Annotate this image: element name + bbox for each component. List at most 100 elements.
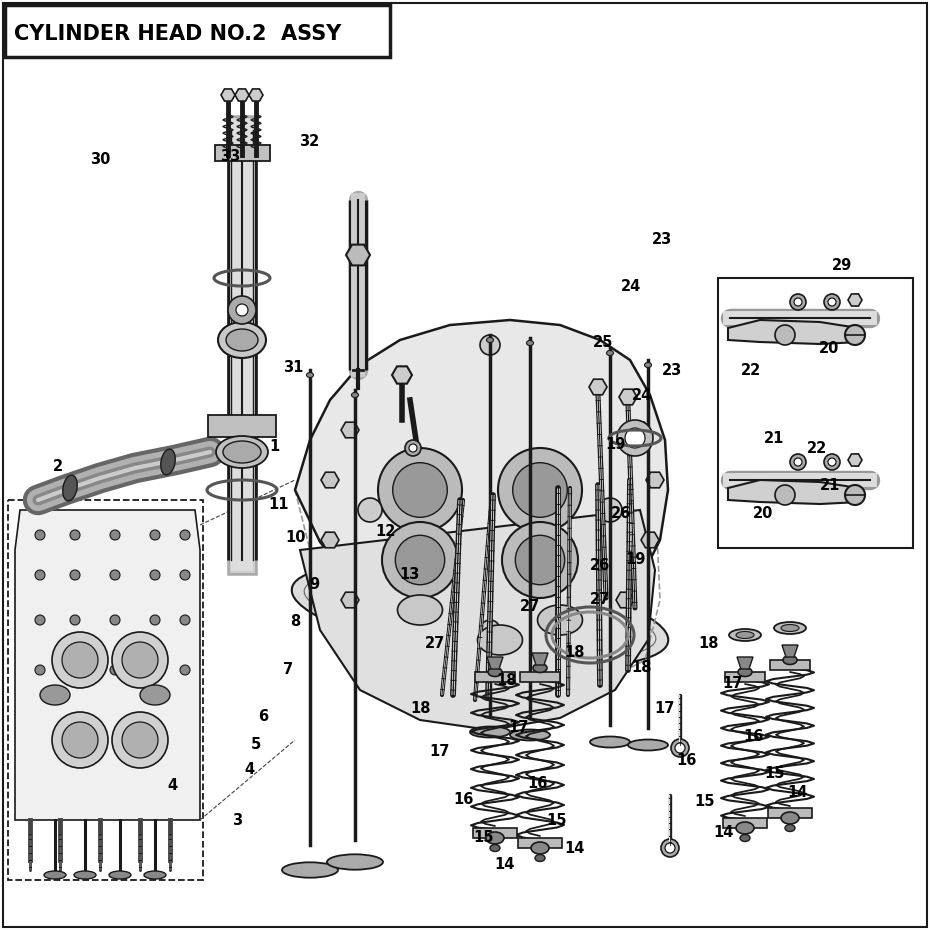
Text: 23: 23 [662, 363, 683, 378]
Bar [208, 415, 276, 437]
Bar [520, 672, 560, 682]
Circle shape [409, 444, 417, 452]
Polygon shape [589, 379, 607, 395]
Bar [475, 672, 515, 682]
Circle shape [180, 665, 190, 675]
Polygon shape [532, 653, 548, 665]
Polygon shape [487, 657, 503, 669]
Ellipse shape [292, 564, 669, 667]
Text: 2: 2 [53, 459, 62, 474]
Circle shape [35, 615, 45, 625]
Circle shape [112, 712, 168, 768]
Text: 13: 13 [399, 567, 419, 582]
Circle shape [512, 463, 567, 517]
Ellipse shape [628, 739, 668, 751]
Ellipse shape [144, 871, 166, 879]
Text: 19: 19 [605, 437, 626, 452]
Polygon shape [737, 657, 753, 669]
Circle shape [845, 325, 865, 345]
Ellipse shape [44, 871, 66, 879]
Circle shape [828, 458, 836, 466]
Text: 15: 15 [764, 766, 785, 781]
Circle shape [775, 325, 795, 345]
Text: 20: 20 [819, 341, 840, 356]
Ellipse shape [352, 392, 358, 397]
Polygon shape [848, 454, 862, 466]
Circle shape [52, 712, 108, 768]
Ellipse shape [397, 595, 443, 625]
Circle shape [228, 296, 256, 324]
Text: 22: 22 [806, 441, 827, 456]
Text: 27: 27 [520, 599, 540, 614]
Circle shape [625, 428, 645, 448]
Text: 22: 22 [741, 363, 762, 378]
Circle shape [70, 530, 80, 540]
Polygon shape [346, 245, 370, 265]
Polygon shape [249, 89, 263, 101]
Ellipse shape [74, 871, 96, 879]
Bar [215, 145, 270, 161]
Text: 25: 25 [592, 335, 613, 350]
Text: 1: 1 [269, 439, 280, 454]
Text: 14: 14 [495, 857, 515, 872]
Ellipse shape [781, 812, 799, 824]
Polygon shape [728, 320, 860, 344]
Circle shape [794, 458, 802, 466]
Text: 14: 14 [788, 785, 808, 800]
Ellipse shape [488, 668, 502, 676]
Ellipse shape [535, 855, 545, 861]
Bar [518, 838, 562, 848]
Circle shape [515, 536, 565, 585]
Circle shape [480, 335, 500, 355]
Text: 17: 17 [430, 744, 450, 759]
Circle shape [110, 615, 120, 625]
Ellipse shape [774, 622, 806, 634]
Text: 5: 5 [250, 737, 261, 751]
Circle shape [480, 620, 500, 640]
Circle shape [775, 485, 795, 505]
Circle shape [62, 642, 98, 678]
Text: 14: 14 [713, 825, 734, 840]
Ellipse shape [140, 685, 170, 705]
Ellipse shape [216, 436, 268, 468]
Polygon shape [848, 294, 862, 306]
Text: 31: 31 [283, 360, 303, 375]
Ellipse shape [470, 726, 510, 737]
Polygon shape [321, 532, 339, 548]
Text: 17: 17 [509, 720, 529, 735]
Bar [723, 818, 767, 828]
Circle shape [845, 485, 865, 505]
Ellipse shape [486, 832, 504, 844]
Text: 18: 18 [631, 660, 652, 675]
Text: 18: 18 [497, 673, 517, 688]
Circle shape [35, 570, 45, 580]
Text: 15: 15 [473, 830, 494, 844]
Text: 3: 3 [232, 813, 242, 828]
Ellipse shape [738, 668, 752, 676]
Text: 15: 15 [695, 794, 715, 809]
Circle shape [70, 665, 80, 675]
Ellipse shape [490, 844, 500, 852]
Circle shape [35, 665, 45, 675]
Ellipse shape [223, 441, 261, 463]
Circle shape [502, 522, 578, 598]
Polygon shape [341, 592, 359, 608]
Circle shape [180, 615, 190, 625]
Polygon shape [619, 390, 637, 405]
Circle shape [122, 642, 158, 678]
Bar [718, 278, 913, 548]
Circle shape [392, 463, 447, 517]
Circle shape [110, 530, 120, 540]
Polygon shape [641, 532, 659, 548]
Circle shape [236, 304, 248, 316]
Text: 16: 16 [527, 776, 548, 790]
Text: 6: 6 [259, 709, 268, 724]
Text: 32: 32 [299, 134, 319, 149]
Bar [473, 828, 517, 838]
Circle shape [150, 665, 160, 675]
Polygon shape [295, 320, 668, 642]
Circle shape [824, 454, 840, 470]
Ellipse shape [40, 685, 70, 705]
Circle shape [824, 294, 840, 310]
Polygon shape [235, 89, 249, 101]
